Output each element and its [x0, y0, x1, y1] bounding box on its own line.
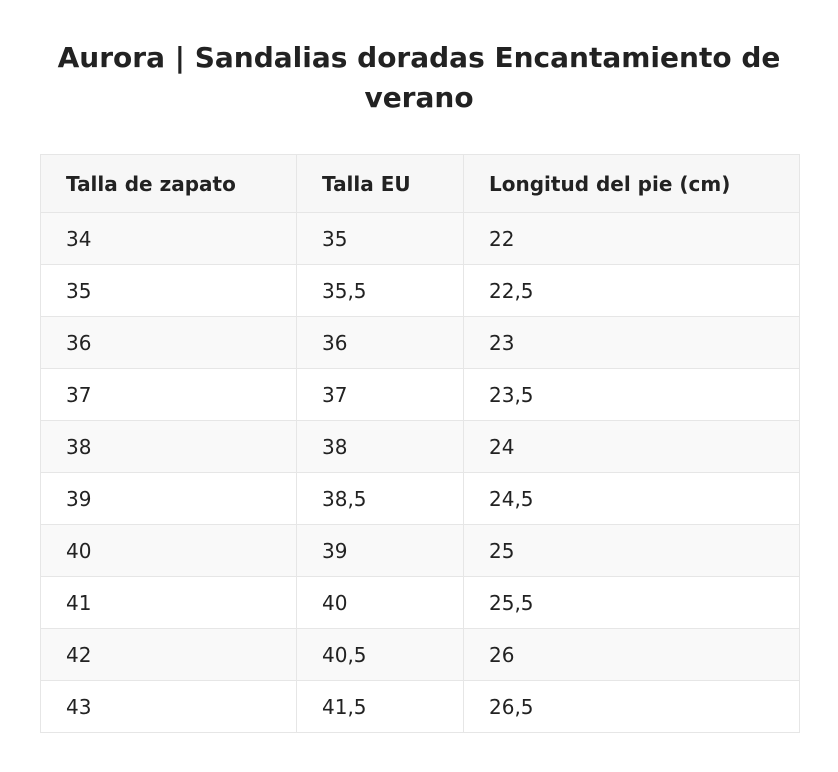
- cell-shoe-size: 40: [40, 524, 297, 577]
- table-row: 35 35,5 22,5: [40, 264, 800, 317]
- cell-shoe-size: 34: [40, 212, 297, 265]
- cell-eu-size: 37: [296, 368, 464, 421]
- header-foot-length: Longitud del pie (cm): [463, 154, 800, 213]
- table-header-row: Talla de zapato Talla EU Longitud del pi…: [40, 154, 800, 213]
- cell-eu-size: 36: [296, 316, 464, 369]
- cell-shoe-size: 35: [40, 264, 297, 317]
- table-row: 37 37 23,5: [40, 368, 800, 421]
- cell-shoe-size: 42: [40, 628, 297, 681]
- cell-foot-length: 25,5: [463, 576, 800, 629]
- cell-foot-length: 26: [463, 628, 800, 681]
- cell-shoe-size: 38: [40, 420, 297, 473]
- cell-foot-length: 23,5: [463, 368, 800, 421]
- cell-foot-length: 25: [463, 524, 800, 577]
- cell-eu-size: 38: [296, 420, 464, 473]
- cell-shoe-size: 39: [40, 472, 297, 525]
- cell-eu-size: 35,5: [296, 264, 464, 317]
- cell-eu-size: 40,5: [296, 628, 464, 681]
- cell-foot-length: 22,5: [463, 264, 800, 317]
- page-title: Aurora | Sandalias doradas Encantamiento…: [57, 41, 781, 114]
- cell-eu-size: 39: [296, 524, 464, 577]
- cell-eu-size: 35: [296, 212, 464, 265]
- cell-foot-length: 24,5: [463, 472, 800, 525]
- table-row: 40 39 25: [40, 524, 800, 577]
- cell-foot-length: 22: [463, 212, 800, 265]
- table-row: 39 38,5 24,5: [40, 472, 800, 525]
- cell-shoe-size: 41: [40, 576, 297, 629]
- cell-eu-size: 41,5: [296, 680, 464, 733]
- table-row: 41 40 25,5: [40, 576, 800, 629]
- cell-eu-size: 38,5: [296, 472, 464, 525]
- header-eu-size: Talla EU: [296, 154, 464, 213]
- cell-foot-length: 24: [463, 420, 800, 473]
- size-table: Talla de zapato Talla EU Longitud del pi…: [40, 154, 800, 733]
- cell-shoe-size: 37: [40, 368, 297, 421]
- table-row: 34 35 22: [40, 212, 800, 265]
- table-row: 38 38 24: [40, 420, 800, 473]
- table-row: 42 40,5 26: [40, 628, 800, 681]
- cell-foot-length: 23: [463, 316, 800, 369]
- cell-eu-size: 40: [296, 576, 464, 629]
- cell-foot-length: 26,5: [463, 680, 800, 733]
- cell-shoe-size: 36: [40, 316, 297, 369]
- cell-shoe-size: 43: [40, 680, 297, 733]
- table-row: 36 36 23: [40, 316, 800, 369]
- table-row: 43 41,5 26,5: [40, 680, 800, 733]
- header-shoe-size: Talla de zapato: [40, 154, 297, 213]
